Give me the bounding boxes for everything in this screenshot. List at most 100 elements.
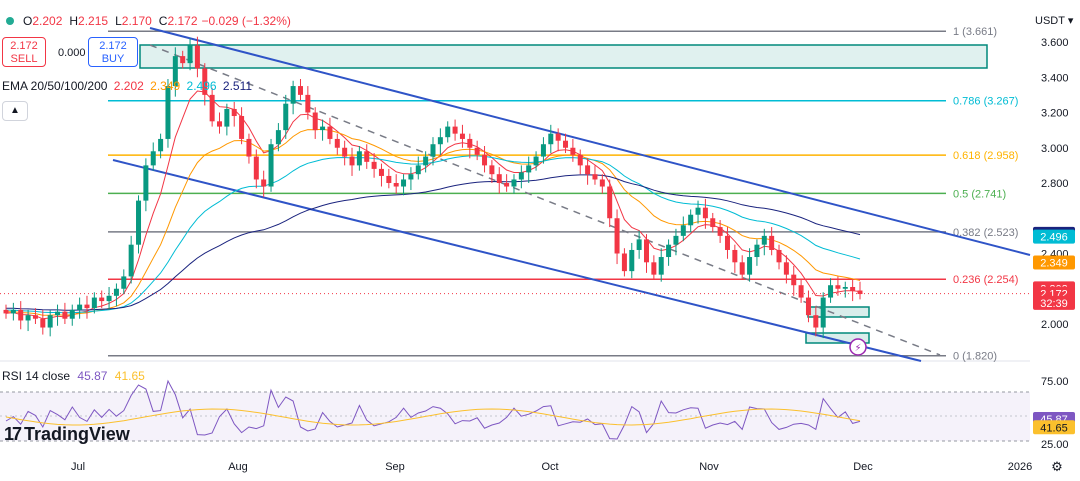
candle-body <box>364 151 370 162</box>
tradingview-icon: 17 <box>4 424 22 444</box>
candle-body <box>32 315 38 319</box>
candle-body <box>776 249 782 263</box>
candle-body <box>769 235 775 250</box>
channel-upper <box>149 27 1031 256</box>
lightning-icon <box>849 338 867 356</box>
candle-body <box>592 174 598 180</box>
candle-body <box>511 179 517 187</box>
fib-label: 0 (1.820) <box>953 351 997 363</box>
candle-body <box>710 218 716 228</box>
candle-body <box>644 239 649 263</box>
ema-200-line <box>6 174 861 311</box>
rsi-ma-value: 41.65 <box>114 369 145 383</box>
channel-lower <box>112 159 922 362</box>
fib-label: 0.382 (2.523) <box>953 227 1018 239</box>
time-tick-label: Oct <box>541 461 558 473</box>
candle-body <box>415 165 421 175</box>
ohlc-open: 2.202 <box>32 14 63 28</box>
candle-body <box>106 295 112 302</box>
candle-body <box>334 138 340 148</box>
candle-body <box>246 138 252 157</box>
candle-body <box>599 179 605 187</box>
candle-body <box>231 108 237 117</box>
candle-body <box>820 297 826 328</box>
candle-body <box>739 262 745 275</box>
candle-body <box>518 172 524 180</box>
price-tick-label: 2.000 <box>1041 319 1069 331</box>
candle-body <box>47 315 53 328</box>
time-tick-label: 2026 <box>1008 461 1032 473</box>
market-status-icon <box>6 17 14 25</box>
candle-body <box>194 45 200 69</box>
time-tick-label: Sep <box>385 461 405 473</box>
candle-body <box>673 235 679 245</box>
candle-body <box>62 311 68 319</box>
candle-body <box>327 126 333 139</box>
candle-body <box>290 86 296 104</box>
candle-body <box>496 174 502 183</box>
candle-body <box>268 144 274 187</box>
candle-body <box>356 151 362 166</box>
candle-body <box>577 154 583 166</box>
candle-body <box>349 156 355 166</box>
candle-body <box>474 147 480 155</box>
candle-body <box>482 154 488 166</box>
time-tick-label: Dec <box>853 461 873 473</box>
candle-body <box>187 45 193 64</box>
candle-body <box>688 214 694 226</box>
candle-body <box>84 304 90 309</box>
ema-50-value: 2.349 <box>150 79 181 93</box>
rsi-label: RSI 14 close <box>2 369 71 383</box>
candle-body <box>548 133 554 145</box>
candle-body <box>386 175 392 183</box>
candle-body <box>91 297 97 309</box>
ema-200-value: 2.511 <box>222 79 253 93</box>
candle-body <box>747 257 753 275</box>
time-tick-label: Jul <box>71 461 85 473</box>
price-tag <box>1033 255 1075 270</box>
candle-body <box>55 311 61 316</box>
candle-body <box>791 274 797 286</box>
collapse-legend-button[interactable]: ▲ <box>2 101 28 121</box>
candle-body <box>209 94 215 122</box>
rsi-tick-label: 75.00 <box>1041 376 1069 388</box>
rsi-legend[interactable]: RSI 14 close 45.87 41.65 <box>2 369 149 383</box>
sell-button[interactable]: 2.172 SELL <box>2 37 46 67</box>
rsi-line <box>5 379 861 440</box>
candle-body <box>459 133 465 139</box>
candle-body <box>452 126 458 134</box>
ohlc-close-key: C <box>158 14 168 28</box>
rsi-tick-label: 25.00 <box>1041 439 1069 451</box>
candle-body <box>180 56 186 64</box>
rsi-tag-label: 41.65 <box>1040 422 1068 434</box>
candle-body <box>312 112 318 131</box>
ohlc-low: 2.170 <box>121 14 152 28</box>
resistance-zone <box>139 44 988 69</box>
currency-selector[interactable]: USDT ▾ <box>1035 14 1073 27</box>
ema-legend[interactable]: EMA 20/50/100/200 2.202 2.349 2.496 2.51… <box>2 79 255 93</box>
candle-body <box>717 227 723 236</box>
candle-body <box>10 309 16 314</box>
currency-label: USDT <box>1035 15 1065 27</box>
ema-100-value: 2.496 <box>186 79 217 93</box>
candle-body <box>651 262 657 275</box>
sell-price: 2.172 <box>10 40 38 52</box>
candle-body <box>297 86 303 95</box>
candle-body <box>555 133 561 141</box>
price-tick-label: 3.000 <box>1041 143 1069 155</box>
candle-body <box>239 116 245 139</box>
ohlc-header: O 2.202 H 2.215 L 2.170 C 2.172 −0.029 (−1.3… <box>0 12 295 30</box>
candle-body <box>621 253 627 272</box>
rsi-ma-line <box>5 408 861 426</box>
candle-body <box>371 161 377 169</box>
ohlc-high: 2.215 <box>78 14 109 28</box>
price-tick-label: 2.800 <box>1041 178 1069 190</box>
candle-body <box>813 315 819 328</box>
buy-button[interactable]: 2.172 BUY <box>88 37 138 67</box>
candle-body <box>680 225 686 236</box>
price-tick-label: 3.200 <box>1041 108 1069 120</box>
settings-gear-icon: ⚙ <box>1051 460 1063 475</box>
candle-body <box>467 138 473 148</box>
candle-body <box>121 276 127 289</box>
